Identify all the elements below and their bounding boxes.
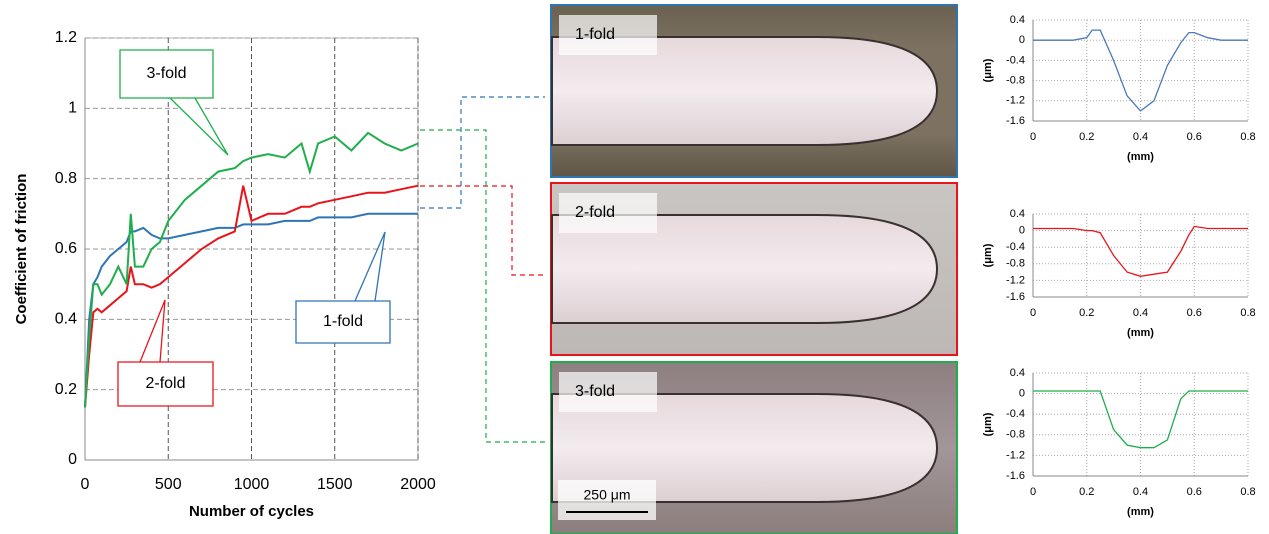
- x-tick-label: 500: [155, 476, 182, 493]
- y-tick-label: -1.6: [1006, 115, 1025, 127]
- x-tick-label: 0.6: [1187, 131, 1202, 143]
- y-tick-label: 1.2: [55, 29, 77, 46]
- y-tick-label: 0.6: [55, 240, 77, 257]
- friction-chart: 0 0.2 0.4 0.6 0.8 1 1.2 0 500 1000 1500 2000 Number …: [13, 29, 436, 520]
- y-tick-label: -1.2: [1006, 274, 1025, 286]
- wear-track: [551, 393, 939, 503]
- y-tick-label: 0: [1019, 225, 1025, 237]
- series-line: [84, 131, 419, 408]
- y-tick-label: -1.2: [1006, 95, 1025, 107]
- x-tick-label: 0.8: [1240, 486, 1255, 498]
- y-axis-label: (μm): [982, 412, 994, 436]
- series-line: [1033, 29, 1248, 112]
- y-tick-label: -0.8: [1006, 429, 1025, 441]
- x-axis-label: (mm): [1127, 151, 1154, 163]
- x-tick-label: 0.6: [1187, 307, 1202, 319]
- profile-chart: 0.4 0 -0.4 -0.8 -1.2 -1.6 0 0.2 0.4 0.6 0.8 (mm) (μm…: [982, 14, 1256, 163]
- y-tick-label: 0.8: [55, 170, 77, 187]
- y-tick-label: -1.6: [1006, 470, 1025, 482]
- scale-bar-label: 250 μm: [584, 487, 631, 503]
- y-tick-label: 0.2: [55, 381, 77, 398]
- y-tick-label: 0: [1019, 388, 1025, 400]
- x-tick-label: 0.4: [1133, 486, 1148, 498]
- series-line: [84, 212, 418, 408]
- profile-chart: 0.4 0 -0.4 -0.8 -1.2 -1.6 0 0.2 0.4 0.6 0.8 (mm) (μm…: [982, 208, 1256, 339]
- profile-chart: 0.4 0 -0.4 -0.8 -1.2 -1.6 0 0.2 0.4 0.6 0.8 (mm) (μm…: [982, 367, 1256, 518]
- micrograph-label: 1-fold: [575, 26, 615, 43]
- x-tick-label: 1500: [317, 476, 353, 493]
- x-tick-label: 0.2: [1079, 307, 1094, 319]
- label-box: [559, 15, 657, 55]
- y-tick-label: 0.4: [1010, 208, 1025, 220]
- x-axis-label: (mm): [1127, 506, 1154, 518]
- x-tick-label: 0.8: [1240, 307, 1255, 319]
- x-tick-label: 0: [1030, 307, 1036, 319]
- y-tick-label: 0.4: [55, 311, 77, 328]
- connectors: [420, 96, 545, 443]
- wear-track: [551, 214, 939, 324]
- x-tick-label: 0.8: [1240, 131, 1255, 143]
- connector: [420, 185, 545, 276]
- callout: [119, 49, 229, 156]
- y-tick-label: -0.8: [1006, 258, 1025, 270]
- x-tick-label: 0.4: [1133, 307, 1148, 319]
- series-line: [84, 184, 419, 408]
- y-tick-label: -0.4: [1006, 408, 1025, 420]
- label-box: [559, 372, 657, 412]
- series-line: [1033, 225, 1248, 277]
- y-tick-label: 0.4: [1010, 367, 1025, 379]
- series-line: [1033, 390, 1248, 449]
- x-tick-label: 0: [81, 476, 90, 493]
- y-axis-label: (μm): [982, 243, 994, 267]
- y-tick-label: 0.4: [1010, 14, 1025, 26]
- connector: [420, 129, 545, 443]
- y-tick-label: -0.4: [1006, 241, 1025, 253]
- x-tick-label: 1000: [234, 476, 270, 493]
- series-label: 2-fold: [145, 375, 185, 392]
- x-axis-label: (mm): [1127, 327, 1154, 339]
- x-tick-label: 0.6: [1187, 486, 1202, 498]
- callout: [117, 299, 214, 407]
- y-tick-label: 0: [1019, 34, 1025, 46]
- x-tick-label: 0.4: [1133, 131, 1148, 143]
- y-tick-label: -1.6: [1006, 291, 1025, 303]
- micrograph-label: 2-fold: [575, 204, 615, 221]
- label-box: [559, 193, 657, 233]
- y-tick-label: -0.8: [1006, 75, 1025, 87]
- y-tick-label: 1: [68, 100, 77, 117]
- x-tick-label: 0: [1030, 131, 1036, 143]
- y-tick-label: -0.4: [1006, 54, 1025, 66]
- y-axis-label: (μm): [982, 58, 994, 82]
- micrograph-label: 3-fold: [575, 383, 615, 400]
- y-tick-label: 0: [68, 451, 77, 468]
- callout: [295, 231, 391, 344]
- y-axis-label: Coefficient of friction: [13, 174, 30, 325]
- connector: [420, 96, 545, 209]
- x-tick-label: 2000: [400, 476, 436, 493]
- series-label: 3-fold: [146, 65, 186, 82]
- scale-bar-box: [558, 480, 656, 520]
- series-label: 1-fold: [323, 313, 363, 330]
- wear-track: [551, 36, 939, 146]
- x-tick-label: 0.2: [1079, 131, 1094, 143]
- y-tick-label: -1.2: [1006, 449, 1025, 461]
- x-tick-label: 0.2: [1079, 486, 1094, 498]
- x-tick-label: 0: [1030, 486, 1036, 498]
- x-axis-label: Number of cycles: [189, 503, 314, 520]
